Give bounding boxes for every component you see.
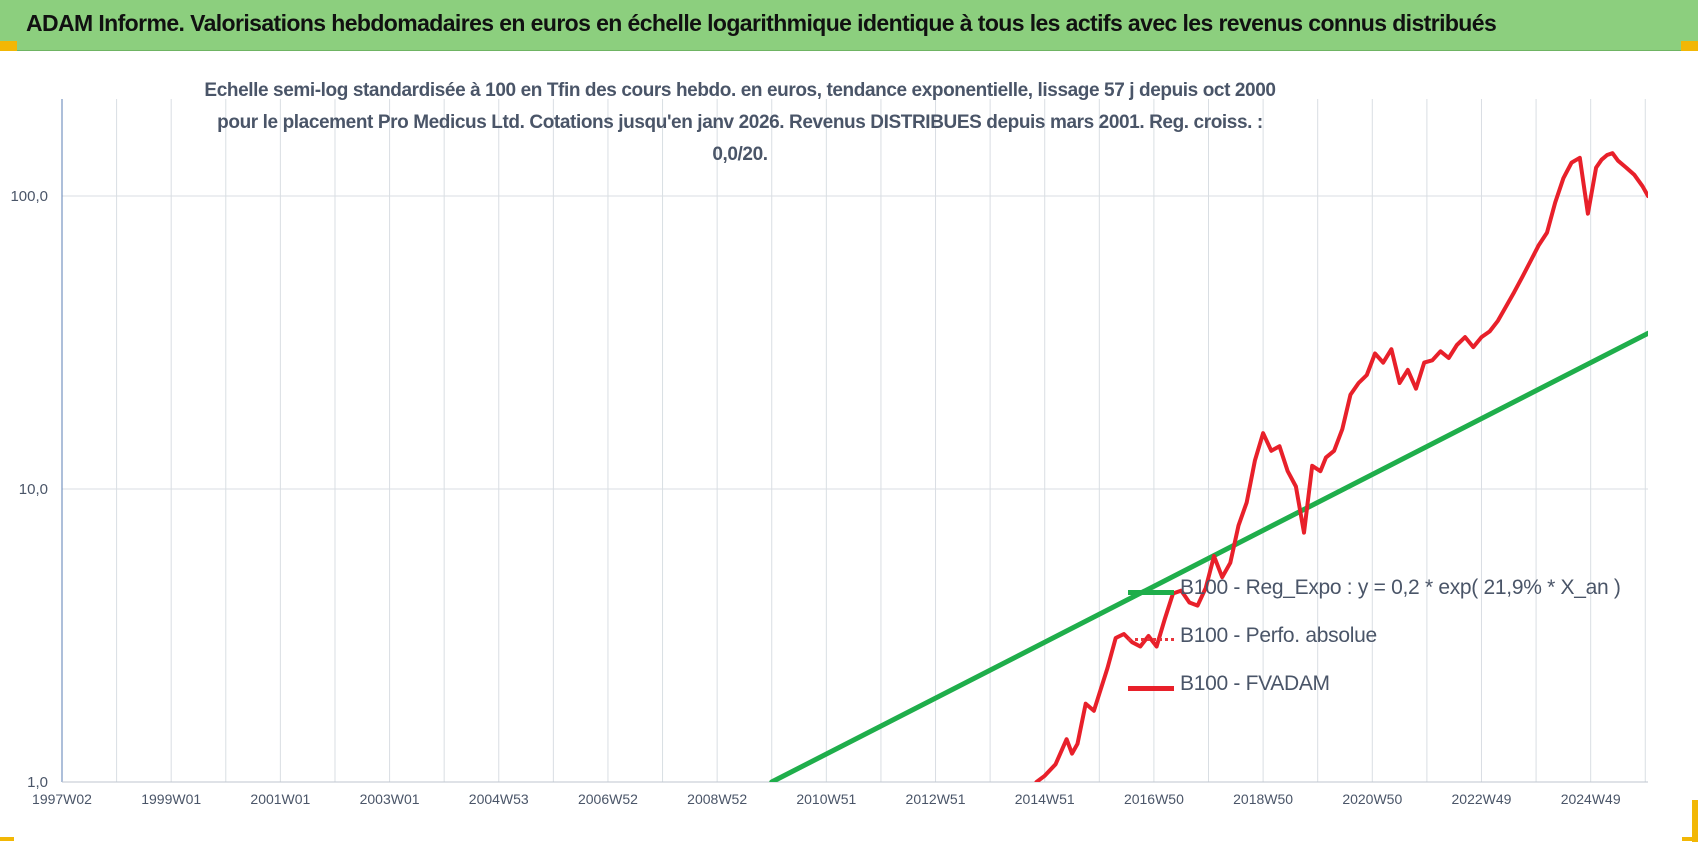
- corner-accent-bottom-left: [0, 837, 14, 841]
- x-tick-label: 2006W52: [578, 791, 638, 807]
- legend-swatch-green: [1128, 590, 1174, 595]
- y-tick-label: 10,0: [19, 481, 48, 498]
- x-tick-label: 2024W49: [1561, 791, 1621, 807]
- legend-swatch-dotted-red: [1128, 638, 1174, 641]
- corner-accent-top-left: [0, 41, 17, 51]
- legend-item-reg-expo: B100 - Reg_Expo : y = 0,2 * exp( 21,9% *…: [1128, 568, 1648, 616]
- x-tick-label: 2001W01: [250, 791, 310, 807]
- x-tick-label: 2008W52: [687, 791, 747, 807]
- chart-area: 1,0 10,0 100,0 1997W02 1999W01 2001W01 2003W01…: [0, 51, 1698, 855]
- x-tick-label: 2010W51: [796, 791, 856, 807]
- corner-accent-bottom-right-bar: [1682, 837, 1698, 841]
- legend-label-fvadam: B100 - FVADAM: [1180, 672, 1330, 695]
- legend-item-fvadam: B100 - FVADAM: [1128, 664, 1648, 712]
- legend-swatch-red: [1128, 686, 1174, 691]
- corner-accent-bottom-right: [1692, 800, 1698, 842]
- legend: B100 - Reg_Expo : y = 0,2 * exp( 21,9% *…: [1128, 568, 1648, 712]
- line-chart: 1,0 10,0 100,0 1997W02 1999W01 2001W01 2003W01…: [10, 99, 1648, 807]
- x-tick-label: 2014W51: [1015, 791, 1075, 807]
- x-tick-label: 1997W02: [32, 791, 92, 807]
- y-tick-label: 1,0: [27, 774, 48, 791]
- x-tick-label: 2018W50: [1233, 791, 1293, 807]
- x-tick-label: 2012W51: [906, 791, 966, 807]
- series-line-fvadam: [1034, 151, 1648, 782]
- x-tick-label: 2020W50: [1342, 791, 1402, 807]
- x-tick-label: 2004W53: [469, 791, 529, 807]
- title-banner: ADAM Informe. Valorisations hebdomadaire…: [0, 0, 1698, 51]
- corner-accent-top-right: [1681, 41, 1698, 51]
- legend-item-perfo-absolue: B100 - Perfo. absolue: [1128, 616, 1648, 664]
- legend-label-reg-expo: B100 - Reg_Expo : y = 0,2 * exp( 21,9% *…: [1180, 576, 1621, 599]
- x-tick-label: 2003W01: [360, 791, 420, 807]
- series-line-reg-expo: [769, 330, 1648, 782]
- x-tick-label: 1999W01: [141, 791, 201, 807]
- chart-title: Echelle semi-log standardisée à 100 en T…: [204, 80, 1276, 165]
- x-tick-label: 2022W49: [1452, 791, 1512, 807]
- x-tick-label: 2016W50: [1124, 791, 1184, 807]
- legend-label-perfo-absolue: B100 - Perfo. absolue: [1180, 624, 1377, 647]
- y-tick-label: 100,0: [10, 188, 48, 205]
- banner-title: ADAM Informe. Valorisations hebdomadaire…: [26, 10, 1497, 36]
